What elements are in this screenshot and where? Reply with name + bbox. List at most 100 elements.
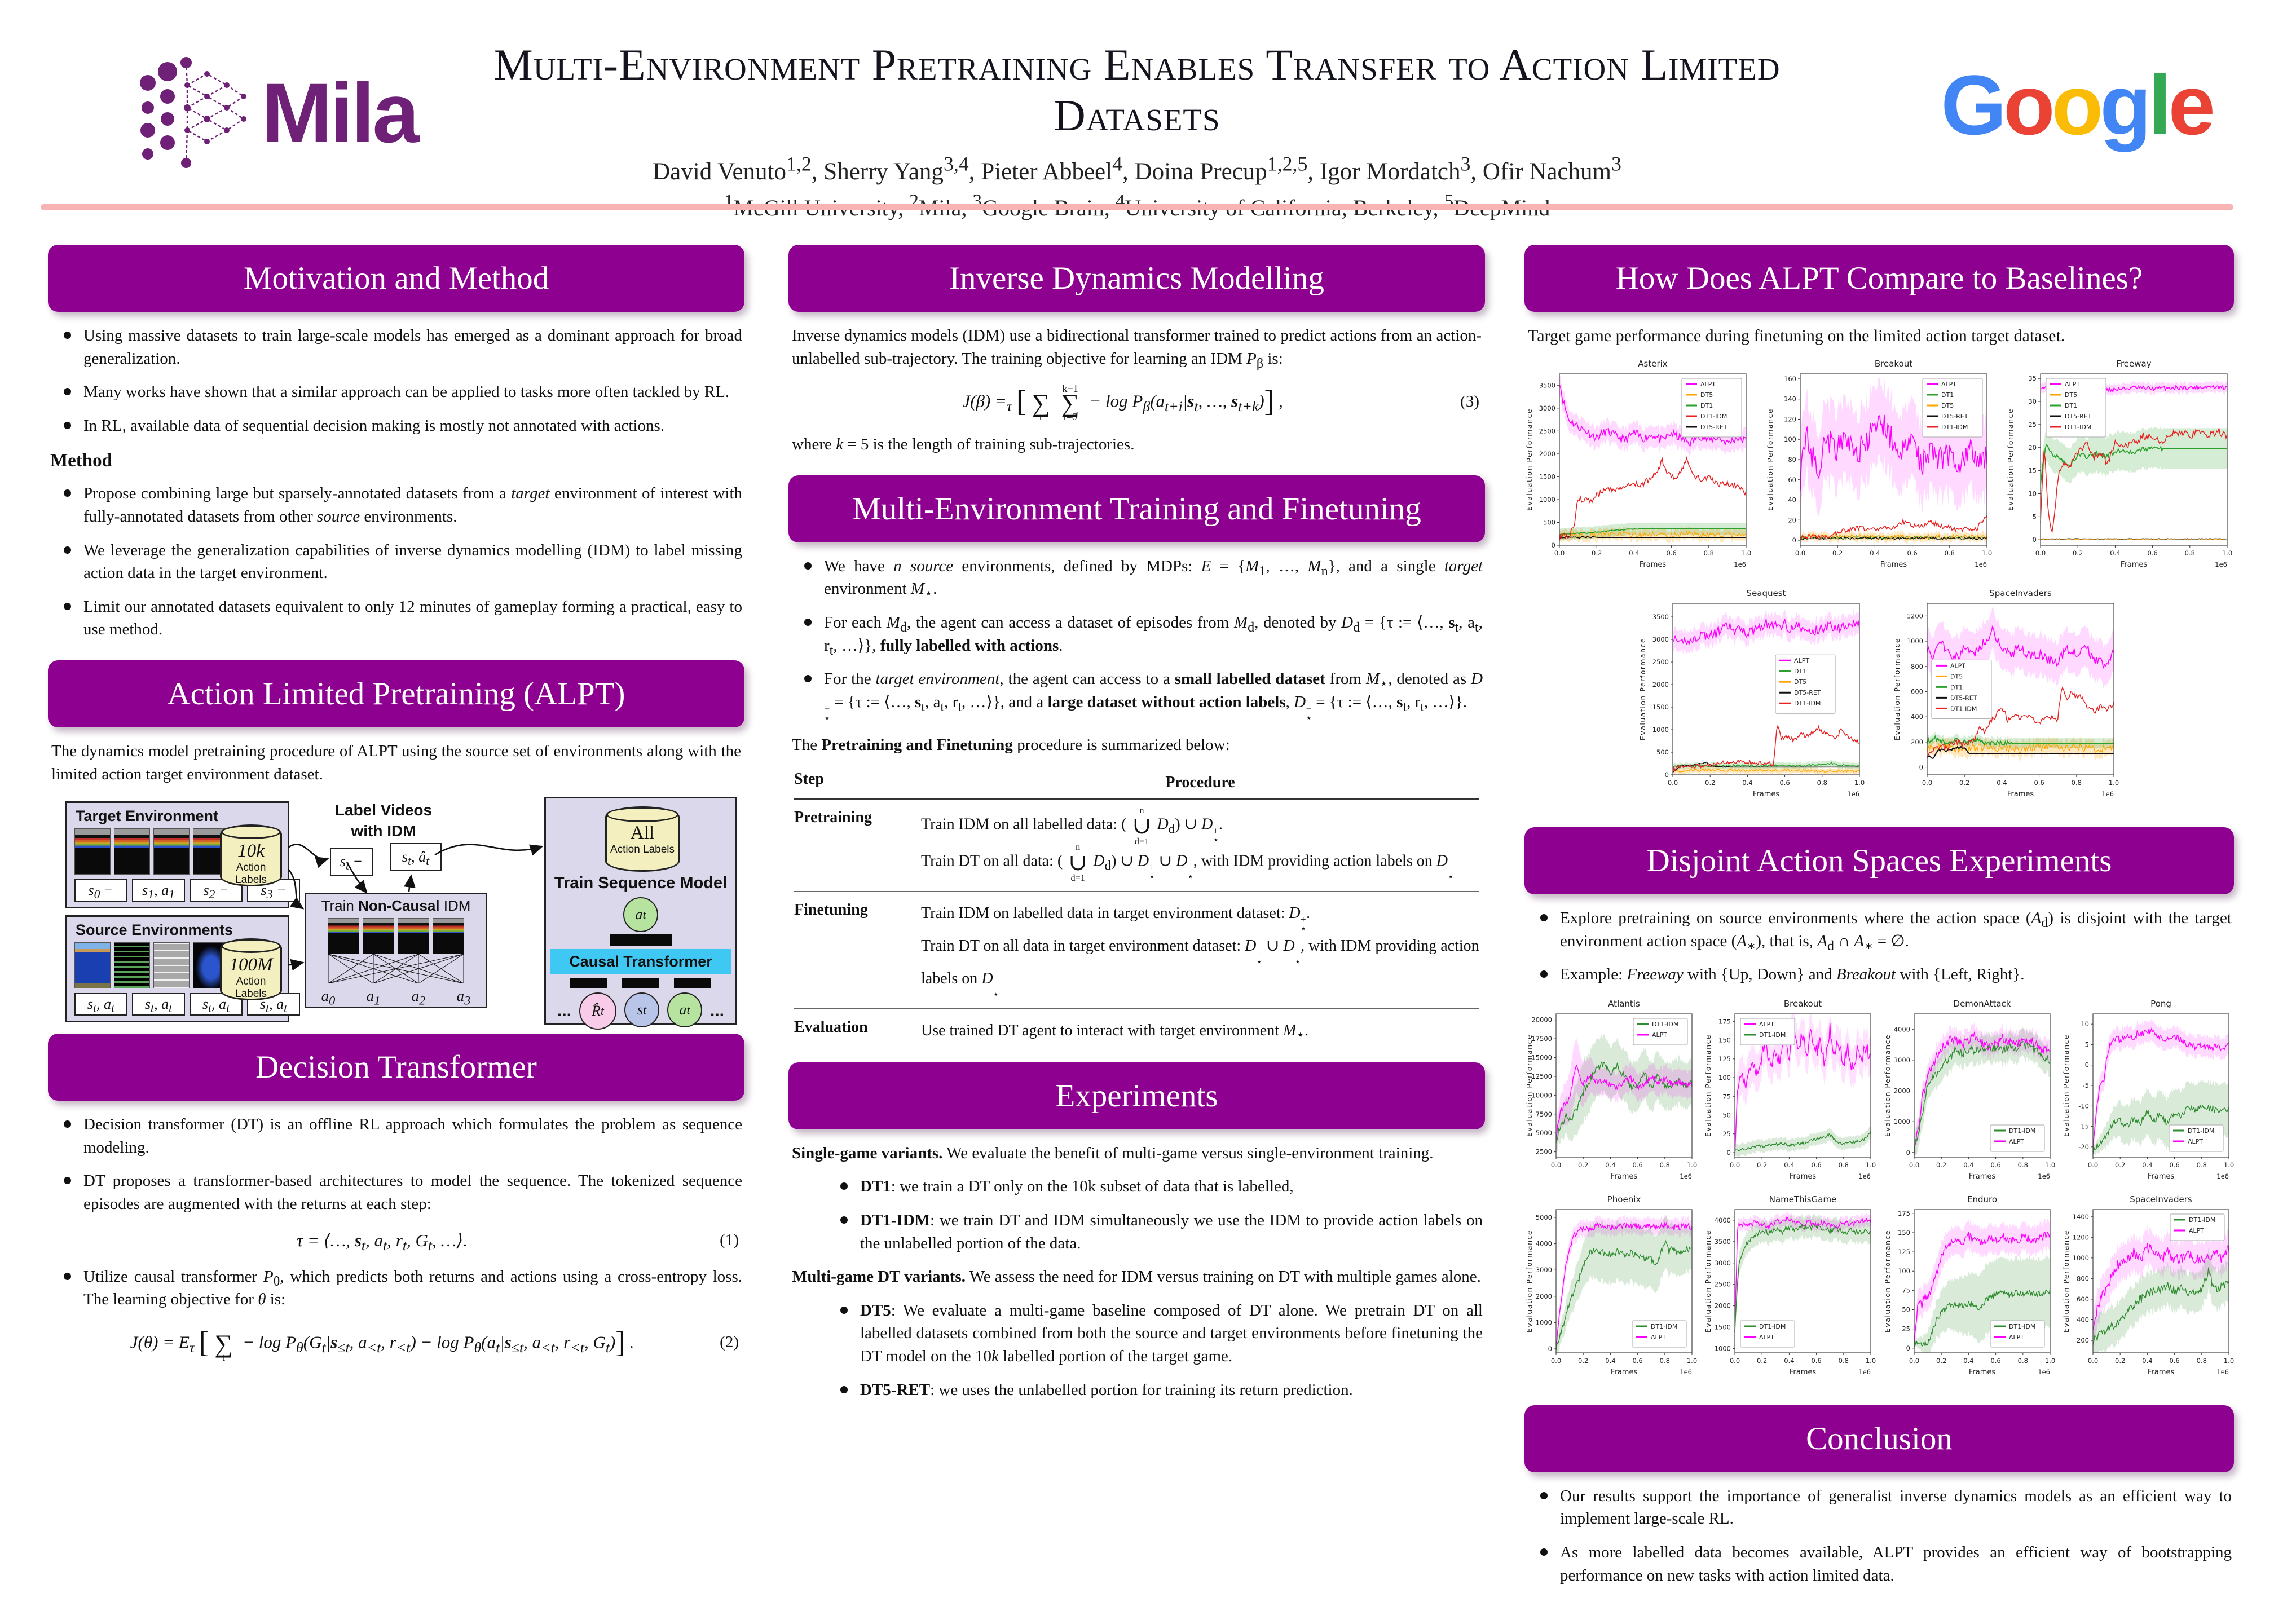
svg-text:Breakout: Breakout [1874,359,1912,369]
paragraph: The Pretraining and Finetuning procedure… [792,736,1230,754]
svg-text:175: 175 [1718,1017,1731,1025]
svg-text:DT1: DT1 [1941,391,1954,399]
svg-text:DT1: DT1 [1700,402,1713,409]
svg-text:ALPT: ALPT [1759,1334,1774,1341]
bullet-item: Utilize causal transformer Pθ, which pre… [64,1265,742,1311]
bullet-text: In RL, available data of sequential deci… [83,416,665,435]
bullet-text: Many works have shown that a similar app… [83,383,730,401]
svg-text:Frames: Frames [2148,1368,2175,1376]
svg-text:ALPT: ALPT [1941,381,1956,388]
bullet-text: We have n source environments, defined b… [824,557,1483,602]
procedure-table-rows: Pretraining Train IDM on all labelled dat… [794,800,1479,1052]
svg-text:2500: 2500 [1652,658,1669,666]
svg-text:175: 175 [1898,1210,1910,1217]
svg-text:10: 10 [2028,489,2037,497]
google-logo: Google [1941,56,2215,154]
svg-text:Breakout: Breakout [1784,999,1822,1009]
svg-text:140: 140 [1784,395,1796,403]
svg-text:30: 30 [2028,398,2037,405]
svg-text:1e6: 1e6 [1847,790,1859,798]
cylinder-10k: 10k Action Labels [220,824,282,887]
chart-panel-namethisgame: 1000 1500 2000 2500 3000 3500 4000 0.0 0.2 0.4 0.6… [1703,1192,1876,1386]
baseline-charts-row-1: 0 500 1000 1500 2000 2500 3000 3500 0.0 0.2 0.4 0.6… [1524,354,2234,581]
connector [546,934,735,946]
bullet-dot [64,388,71,396]
bullet-dot [64,421,71,429]
target-environment-box: Target Environment s0 − s1, a1 s2 − s3 − 10… [65,801,300,909]
google-letter: g [2100,58,2152,152]
svg-text:Evaluation Performance: Evaluation Performance [1883,1034,1892,1137]
svg-text:Frames: Frames [1611,1172,1638,1181]
svg-text:1200: 1200 [1907,612,1923,620]
game-frame-breakout [433,918,464,955]
svg-text:500: 500 [1543,518,1555,526]
cylinder-all: All Action Labels [605,806,680,872]
svg-text:0.6: 0.6 [1666,549,1676,557]
dt-content: Decision transformer (DT) is an offline … [50,1113,742,1363]
svg-text:Enduro: Enduro [1967,1194,1997,1204]
svg-text:0: 0 [1552,541,1555,549]
bullet-dot [804,618,812,626]
svg-text:1e6: 1e6 [2038,1172,2050,1180]
svg-text:17500: 17500 [1531,1035,1552,1043]
svg-text:1e6: 1e6 [2216,1172,2229,1180]
equation: τ = ⟨…, st, at, rt, Gt, …⟩. [297,1230,468,1254]
svg-text:0.6: 0.6 [2147,549,2157,557]
bullet-text: We leverage the generalization capabilit… [83,541,742,582]
svg-text:1e6: 1e6 [2038,1368,2050,1376]
bullet-item: Our results support the importance of ge… [1540,1485,2232,1530]
svg-text:DT5: DT5 [1700,391,1713,399]
svg-text:1e6: 1e6 [2101,790,2114,798]
svg-text:12500: 12500 [1531,1073,1552,1080]
header-divider [41,204,2233,210]
svg-text:100: 100 [1784,435,1796,443]
svg-text:3000: 3000 [1715,1259,1731,1267]
sequence-model-panel: All Action Labels Train Sequence Model a… [544,797,737,1030]
table-step: Pretraining [794,809,872,827]
list-item: s1, a1 [132,879,185,902]
svg-text:0.6: 0.6 [1812,1357,1822,1365]
svg-text:DT1-IDM: DT1-IDM [1700,413,1727,420]
svg-text:1.0: 1.0 [2222,549,2232,557]
svg-text:1.0: 1.0 [2224,1161,2234,1169]
equation-row: J(β) =τ [∑ t ∑ k−1 i=0 − log Pβ(at+i|st, …, … [791,383,1483,422]
svg-text:Seaquest: Seaquest [1747,588,1786,598]
bullet-dot [840,1216,848,1224]
bullet-dot [64,332,71,339]
svg-text:0.6: 0.6 [1990,1161,2000,1169]
svg-text:600: 600 [1911,687,1923,695]
section-title: Disjoint Action Spaces Experiments [1646,843,2112,879]
bullet-item: We leverage the generalization capabilit… [64,539,742,585]
svg-text:1.0: 1.0 [1741,549,1751,557]
svg-text:0.2: 0.2 [2115,1357,2125,1365]
column-right: How Does ALPT Compare to Baselines? Targ… [1524,237,2234,1606]
svg-text:2500: 2500 [1539,427,1555,435]
chart-Freeway: 0 5 10 15 20 25 30 35 0.0 0.2 0.4 0.6 0.8 1.0 Frames 1e… [2006,354,2234,578]
equation-row: τ = ⟨…, st, at, rt, Gt, …⟩. (1) [50,1230,742,1254]
source-frames [74,942,288,989]
svg-text:0.4: 0.4 [1997,779,2007,787]
svg-text:Evaluation Performance: Evaluation Performance [2006,408,2015,511]
svg-text:-20: -20 [2078,1143,2089,1151]
chart-SpaceInvaders: 0 200 400 600 800 1000 1200 0.0 0.2 0.4 0.6 0.8 1.0 F… [1892,583,2121,807]
bullet-text: DT5-RET: we uses the unlabelled portion … [860,1380,1353,1399]
mila-logo: Mila [135,48,420,178]
idm-frames [306,918,486,955]
paragraph: where k = 5 is the length of training su… [792,435,1135,454]
bullet-text: Propose combining large but sparsely-ann… [83,484,742,526]
svg-text:100: 100 [1718,1074,1731,1082]
svg-text:400: 400 [1911,713,1923,721]
disjoint-charts-row-1: 2500 5000 7500 10000 12500 15000 17500 20000 0.0… [1524,996,2234,1190]
svg-text:0.2: 0.2 [1959,779,1969,787]
table-step: Finetuning [794,901,868,919]
svg-text:0.0: 0.0 [1909,1357,1919,1365]
svg-text:1200: 1200 [2073,1233,2089,1241]
svg-text:3500: 3500 [1539,381,1555,389]
svg-text:25: 25 [2028,421,2037,429]
svg-text:1e6: 1e6 [2215,561,2227,568]
svg-text:DT5: DT5 [1794,678,1806,686]
section-header-dt: Decision Transformer [48,1034,744,1101]
svg-text:Frames: Frames [1790,1368,1817,1376]
bullet-item: Example: Freeway with {Up, Down} and Bre… [1540,963,2232,986]
idm-action-labels: a0 a1 a2 a3 [306,987,486,1007]
